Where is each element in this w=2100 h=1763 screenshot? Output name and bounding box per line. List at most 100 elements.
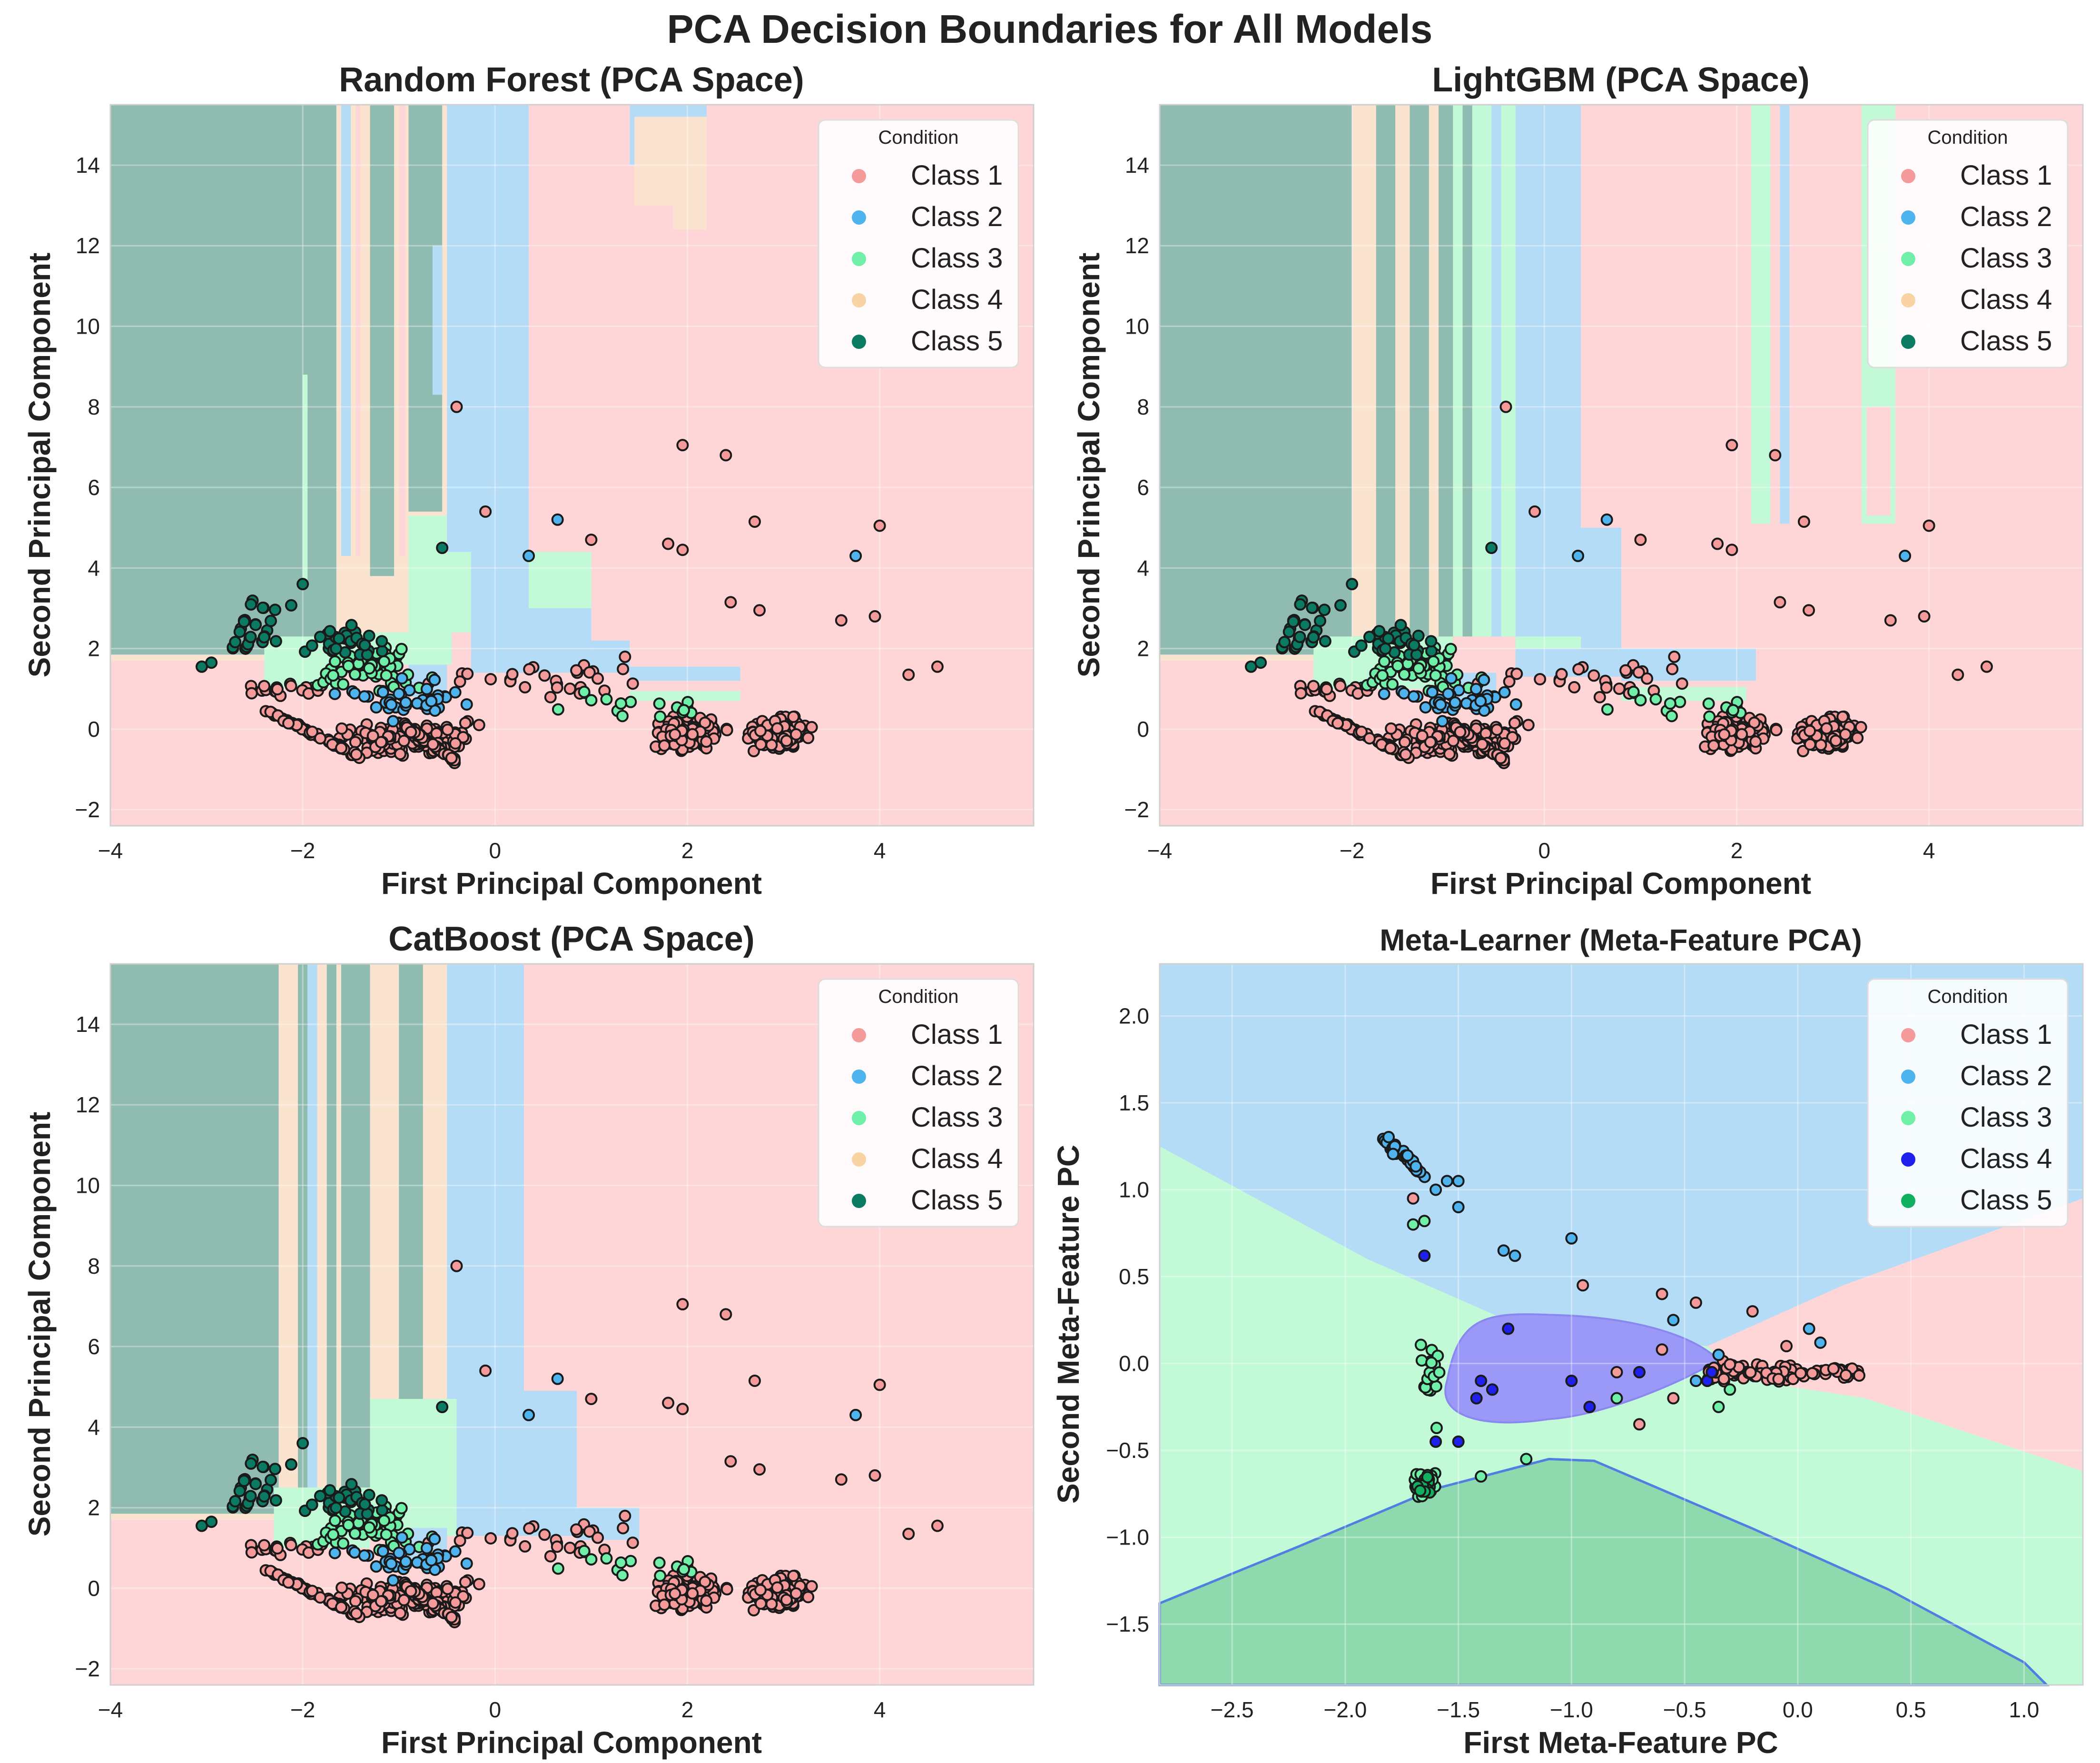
data-point: [523, 1522, 536, 1535]
axes-frame: [109, 963, 1035, 1686]
data-point: [1797, 515, 1810, 528]
y-tick-label: 8: [88, 395, 100, 419]
data-point: [873, 519, 886, 532]
decision-region: [298, 964, 308, 1488]
axes-frame: [109, 104, 1035, 827]
y-tick-label: 12: [76, 1092, 100, 1117]
y-tick-label: 6: [1137, 475, 1149, 500]
data-point: [1503, 675, 1516, 688]
data-point: [1418, 1215, 1431, 1228]
data-point: [849, 549, 862, 562]
data-point: [551, 1372, 564, 1385]
data-point: [393, 1546, 405, 1559]
data-point: [1478, 674, 1490, 686]
data-point: [1770, 723, 1783, 736]
data-point: [479, 1364, 492, 1377]
data-point: [271, 1542, 284, 1555]
axes: −4 −2 0 2 4 −2 0 2 4 6 8 10 12 14: [1124, 104, 2084, 863]
data-point: [1600, 681, 1613, 694]
data-point: [1725, 544, 1738, 556]
legend-marker: [852, 169, 866, 183]
data-point: [1282, 625, 1295, 638]
panel-title: Meta-Learner (Meta-Feature PCA): [1380, 923, 1862, 957]
data-point: [484, 1532, 497, 1545]
data-point: [1355, 639, 1368, 652]
data-point: [1307, 631, 1320, 644]
y-tick-label: 14: [1125, 153, 1149, 178]
legend-label: Class 3: [911, 243, 1003, 274]
data-point: [1287, 615, 1300, 628]
y-tick-label: 4: [88, 555, 100, 580]
legend-label: Class 5: [911, 326, 1003, 357]
data-point: [342, 1519, 355, 1532]
data-point: [1355, 725, 1368, 738]
data-point: [282, 717, 295, 730]
data-point: [506, 1527, 519, 1540]
legend-entry: Class 1: [852, 1019, 1003, 1050]
y-tick-label: 12: [76, 233, 100, 258]
data-point: [479, 505, 492, 518]
x-tick-label: −2.0: [1323, 1697, 1367, 1722]
legend-marker: [1901, 1070, 1915, 1084]
legend-entry: Class 4: [852, 1143, 1003, 1174]
y-tick-label: −2: [75, 1656, 100, 1681]
data-point: [753, 604, 766, 617]
y-axis-label: Second Principal Component: [22, 253, 57, 678]
legend-entry: Class 3: [1901, 243, 2052, 274]
data-point: [328, 687, 341, 700]
x-axis-label: First Principal Component: [381, 1725, 762, 1760]
decision-region: [341, 105, 351, 556]
data-point: [662, 537, 675, 550]
legend-label: Class 2: [1960, 201, 2052, 232]
data-point: [1803, 1322, 1815, 1335]
data-point: [376, 644, 389, 657]
data-point: [244, 631, 257, 644]
data-point: [1744, 1366, 1757, 1379]
x-tick-label: 0.5: [1896, 1697, 1926, 1722]
data-point: [1610, 1392, 1623, 1405]
x-tick-label: −4: [1147, 838, 1172, 863]
data-point: [1572, 549, 1585, 562]
data-point: [1772, 1373, 1785, 1386]
data-point: [1634, 694, 1647, 707]
data-point: [724, 1455, 737, 1468]
data-point: [454, 675, 466, 688]
data-point: [1711, 537, 1724, 550]
data-point: [460, 698, 473, 711]
y-tick-label: 2.0: [1119, 1004, 1149, 1029]
data-point: [358, 639, 371, 652]
data-point: [449, 737, 462, 750]
data-point: [676, 1403, 689, 1416]
data-point: [1382, 1130, 1395, 1143]
data-point: [617, 1522, 630, 1535]
data-point: [1434, 698, 1447, 711]
data-point: [314, 1490, 326, 1503]
data-point: [1498, 737, 1511, 750]
data-point: [395, 1531, 408, 1544]
data-point: [1656, 1343, 1668, 1356]
y-tick-label: 6: [88, 475, 100, 500]
decision-region: [110, 105, 336, 657]
data-point: [1394, 619, 1407, 632]
data-point: [395, 643, 408, 655]
decision-region: [1395, 105, 1410, 637]
data-point: [1820, 722, 1833, 735]
data-point: [345, 619, 358, 632]
data-point: [1416, 730, 1429, 743]
legend-entry: Class 1: [1901, 160, 2052, 191]
data-point: [578, 1545, 591, 1557]
data-point: [1804, 724, 1816, 737]
data-point: [1780, 1340, 1793, 1353]
legend-marker: [1901, 210, 1915, 225]
data-point: [244, 1490, 257, 1503]
data-point: [363, 1521, 375, 1534]
data-point: [1475, 1470, 1488, 1483]
data-point: [393, 687, 405, 700]
y-tick-label: 12: [1125, 233, 1149, 258]
data-point: [619, 1509, 631, 1522]
data-point: [337, 1537, 350, 1550]
data-point: [1412, 662, 1425, 675]
data-point: [349, 1595, 362, 1608]
data-point: [1703, 710, 1716, 723]
data-point: [348, 1527, 361, 1540]
